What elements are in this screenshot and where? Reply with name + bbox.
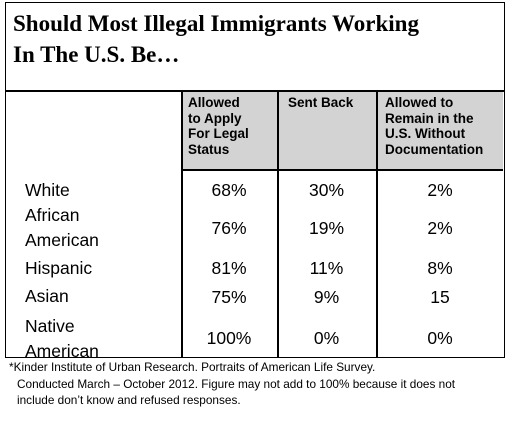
row-label-native-american: Native American — [25, 316, 99, 361]
footnote-line-3: include don’t know and refused responses… — [17, 393, 241, 407]
cell-asian-remain: 15 — [430, 287, 450, 307]
title-line-1: Should Most Illegal Immigrants Working — [13, 11, 419, 36]
cell-native-american-remain: 0% — [427, 328, 453, 348]
column-header-remain: Allowed to Remain in the U.S. Without Do… — [385, 95, 484, 157]
row-label-african-american: African American — [25, 205, 99, 250]
title-divider — [5, 90, 505, 92]
row-label-asian: Asian — [25, 286, 69, 306]
table-title: Should Most Illegal Immigrants Working I… — [13, 8, 493, 70]
cell-african-american-remain: 2% — [427, 218, 453, 238]
cell-asian-legal: 75% — [211, 287, 247, 307]
cell-white-legal: 68% — [211, 180, 247, 200]
cell-white-remain: 2% — [427, 180, 453, 200]
row-label-hispanic: Hispanic — [25, 258, 93, 278]
cell-asian-sent-back: 9% — [313, 287, 340, 307]
cell-african-american-legal: 76% — [211, 218, 247, 238]
cell-hispanic-remain: 8% — [427, 258, 453, 278]
table-frame — [5, 2, 505, 358]
row-label-white: White — [25, 180, 70, 200]
header-background — [181, 92, 503, 170]
cell-native-american-sent-back: 0% — [313, 328, 340, 348]
cell-native-american-legal: 100% — [206, 328, 252, 348]
footnote: *Kinder Institute of Urban Research. Por… — [9, 359, 509, 409]
cell-hispanic-sent-back: 11% — [309, 258, 344, 278]
title-line-2: In The U.S. Be… — [13, 42, 180, 67]
header-divider — [181, 169, 503, 171]
cell-african-american-sent-back: 19% — [308, 218, 345, 238]
cell-white-sent-back: 30% — [308, 180, 345, 200]
footnote-line-2: Conducted March – October 2012. Figure m… — [17, 376, 456, 391]
column-divider — [181, 92, 183, 358]
cell-hispanic-legal: 81% — [211, 258, 247, 278]
column-divider — [277, 92, 279, 358]
column-divider — [376, 92, 378, 358]
footnote-line-1: *Kinder Institute of Urban Research. Por… — [9, 360, 376, 374]
column-header-legal-status: Allowed to Apply For Legal Status — [188, 95, 249, 157]
column-header-sent-back: Sent Back — [288, 95, 354, 110]
